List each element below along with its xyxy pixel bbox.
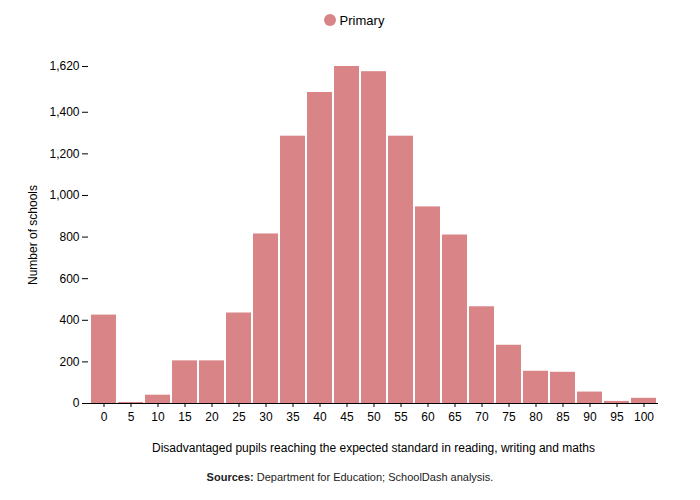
html-text:Primary: Primary: [339, 12, 385, 28]
svg-text:1,620: 1,620: [49, 59, 79, 73]
svg-text:65: 65: [448, 410, 462, 424]
svg-text:50: 50: [367, 410, 381, 424]
svg-text:800: 800: [59, 230, 79, 244]
svg-text:35: 35: [286, 410, 300, 424]
svg-text:100: 100: [634, 410, 654, 424]
html-text:Sources: Department for Educat: Sources: Department for Education; Schoo…: [206, 471, 494, 483]
svg-text:95: 95: [610, 410, 624, 424]
svg-text:0: 0: [73, 396, 80, 410]
svg-text:1,000: 1,000: [49, 188, 79, 202]
svg-text:25: 25: [232, 410, 246, 424]
svg-text:55: 55: [394, 410, 408, 424]
svg-text:90: 90: [583, 410, 597, 424]
svg-text:20: 20: [205, 410, 219, 424]
svg-text:5: 5: [128, 410, 135, 424]
svg-text:40: 40: [313, 410, 327, 424]
svg-text:15: 15: [178, 410, 192, 424]
svg-text:1,200: 1,200: [49, 147, 79, 161]
svg-text:Number of schools: Number of schools: [26, 185, 40, 285]
svg-text:0: 0: [101, 410, 108, 424]
svg-text:1,400: 1,400: [49, 105, 79, 119]
svg-text:600: 600: [59, 272, 79, 286]
svg-text:30: 30: [259, 410, 273, 424]
svg-text:60: 60: [421, 410, 435, 424]
svg-text:85: 85: [556, 410, 570, 424]
svg-text:45: 45: [340, 410, 354, 424]
svg-text:70: 70: [475, 410, 489, 424]
svg-text:10: 10: [151, 410, 165, 424]
svg-text:200: 200: [59, 355, 79, 369]
svg-text:400: 400: [59, 313, 79, 327]
svg-text:75: 75: [502, 410, 516, 424]
svg-text:80: 80: [529, 410, 543, 424]
svg-text:Disadvantaged pupils reaching: Disadvantaged pupils reaching the expect…: [152, 441, 595, 455]
